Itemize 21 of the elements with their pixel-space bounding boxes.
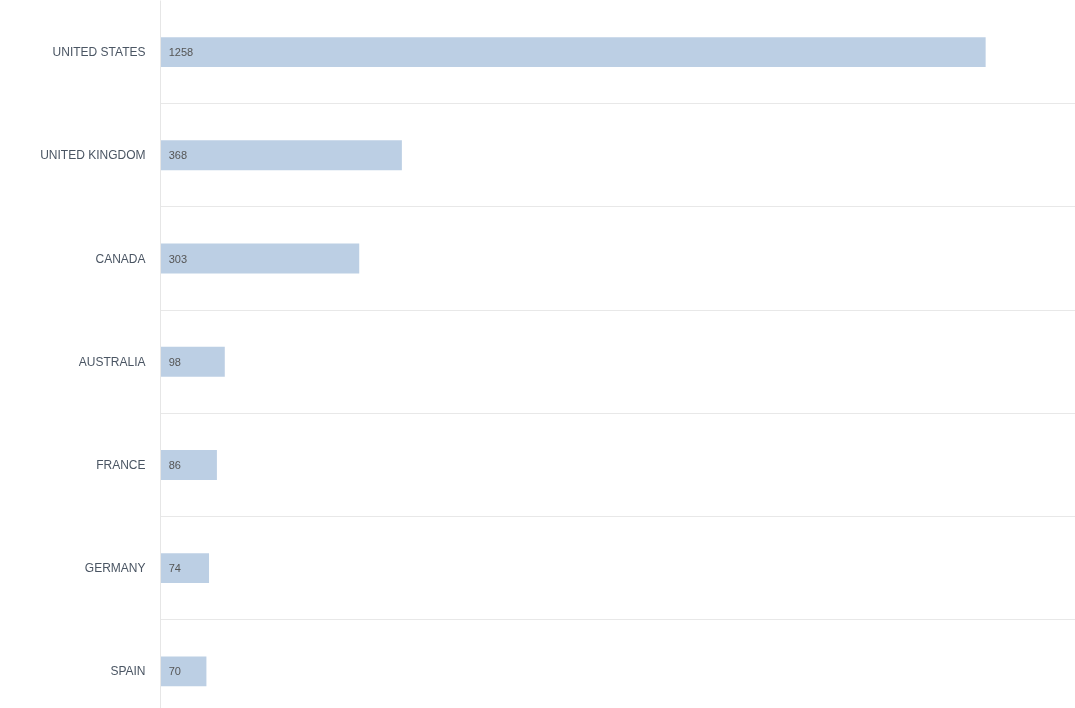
bar bbox=[160, 140, 402, 171]
data-label: 98 bbox=[168, 355, 181, 368]
y-tick-label: CANADA bbox=[95, 251, 146, 266]
y-tick-label: UNITED STATES bbox=[52, 45, 146, 60]
bar bbox=[160, 656, 207, 687]
y-tick-label: SPAIN bbox=[110, 664, 146, 679]
y-tick-label: GERMANY bbox=[84, 561, 146, 576]
bar bbox=[160, 243, 360, 274]
bar bbox=[160, 553, 210, 584]
bar bbox=[160, 346, 225, 377]
data-label: 86 bbox=[168, 458, 181, 471]
y-tick-label: UNITED KINGDOM bbox=[40, 148, 146, 163]
bar bbox=[160, 449, 217, 480]
y-tick-label: FRANCE bbox=[96, 457, 146, 472]
data-label: 1258 bbox=[168, 46, 194, 59]
bar bbox=[160, 37, 986, 68]
data-label: 368 bbox=[168, 149, 188, 162]
data-label: 70 bbox=[168, 665, 181, 678]
y-tick-label: AUSTRALIA bbox=[78, 354, 146, 369]
data-label: 303 bbox=[168, 252, 188, 265]
data-label: 74 bbox=[168, 562, 181, 575]
